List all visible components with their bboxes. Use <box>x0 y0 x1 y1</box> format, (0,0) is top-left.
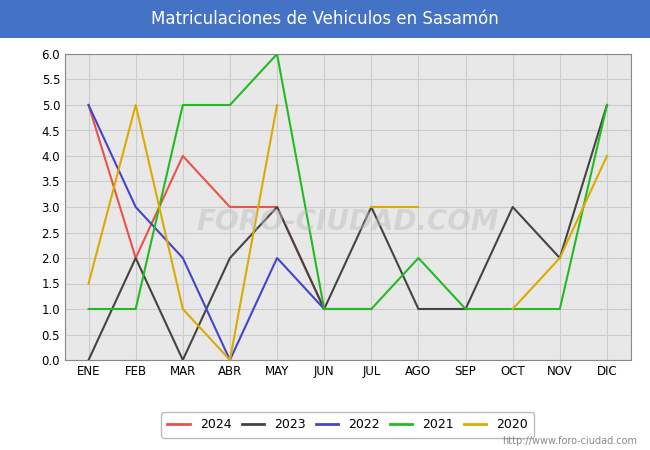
2023 <box>84 357 92 363</box>
2023 <box>273 204 281 210</box>
2024 <box>226 204 234 210</box>
2021 <box>556 306 564 312</box>
Legend: 2024, 2023, 2022, 2021, 2020: 2024, 2023, 2022, 2021, 2020 <box>161 412 534 438</box>
2022 <box>179 255 187 261</box>
2022 <box>273 255 281 261</box>
2020 <box>84 281 92 286</box>
2023 <box>226 255 234 261</box>
Line: 2023: 2023 <box>88 105 607 360</box>
2023 <box>179 357 187 363</box>
2020 <box>179 306 187 312</box>
2022 <box>226 357 234 363</box>
2021 <box>603 102 611 108</box>
Text: Matriculaciones de Vehiculos en Sasamón: Matriculaciones de Vehiculos en Sasamón <box>151 10 499 28</box>
2021 <box>415 255 422 261</box>
2023 <box>132 255 140 261</box>
2020 <box>226 357 234 363</box>
2021 <box>273 51 281 57</box>
2022 <box>132 204 140 210</box>
2023 <box>556 255 564 261</box>
2021 <box>462 306 469 312</box>
Line: 2022: 2022 <box>88 105 371 360</box>
Line: 2024: 2024 <box>88 105 324 309</box>
Text: FORO-CIUDAD.COM: FORO-CIUDAD.COM <box>196 208 499 236</box>
2022 <box>320 306 328 312</box>
2021 <box>320 306 328 312</box>
2022 <box>367 306 375 312</box>
2024 <box>320 306 328 312</box>
Line: 2020: 2020 <box>88 105 277 360</box>
2021 <box>367 306 375 312</box>
Line: 2021: 2021 <box>88 54 607 309</box>
2024 <box>179 153 187 159</box>
2021 <box>226 102 234 108</box>
2021 <box>132 306 140 312</box>
2023 <box>415 306 422 312</box>
Text: http://www.foro-ciudad.com: http://www.foro-ciudad.com <box>502 436 637 446</box>
2020 <box>132 102 140 108</box>
2023 <box>367 204 375 210</box>
2023 <box>509 204 517 210</box>
2021 <box>84 306 92 312</box>
2023 <box>320 306 328 312</box>
2024 <box>132 255 140 261</box>
2021 <box>509 306 517 312</box>
2023 <box>603 102 611 108</box>
2024 <box>273 204 281 210</box>
2023 <box>462 306 469 312</box>
2022 <box>84 102 92 108</box>
2024 <box>84 102 92 108</box>
2021 <box>179 102 187 108</box>
2020 <box>273 102 281 108</box>
